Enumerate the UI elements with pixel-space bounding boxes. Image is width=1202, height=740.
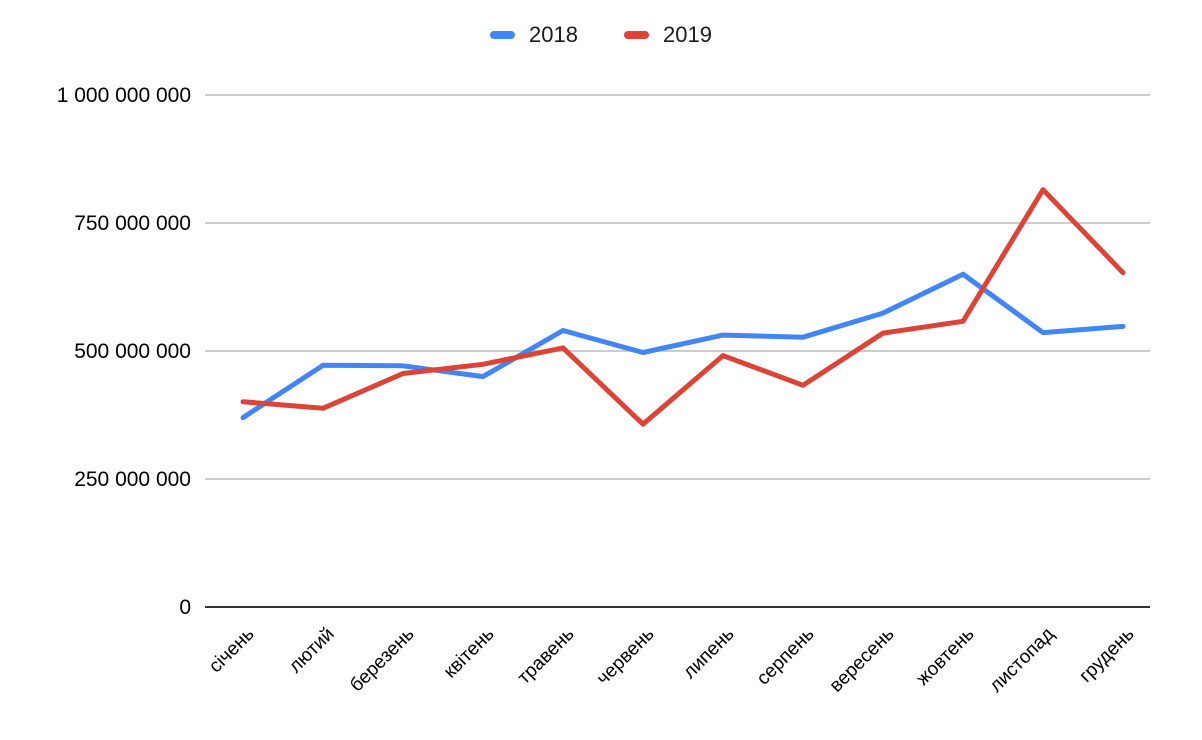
chart-legend: 2018 2019 [0, 0, 1202, 70]
y-axis-tick-label: 250 000 000 [74, 468, 191, 491]
x-axis-tick-label: липень [679, 624, 738, 683]
x-axis-tick-label: квітень [440, 624, 499, 683]
y-axis-tick-label: 1 000 000 000 [57, 84, 191, 107]
series-2019-swatch-icon [624, 31, 649, 39]
x-axis-tick-label: листопад [986, 624, 1059, 697]
x-axis-tick-label: червень [593, 624, 659, 690]
legend-label-2018: 2018 [529, 22, 578, 47]
legend-label-2019: 2019 [663, 22, 712, 47]
x-axis-tick-label: серпень [753, 624, 819, 690]
x-axis-tick-label: жовтень [912, 624, 978, 690]
y-axis-tick-label: 500 000 000 [74, 340, 191, 363]
y-axis-tick-label: 0 [179, 596, 191, 619]
series-line-2019[interactable] [240, 187, 1126, 427]
series-2018-swatch-icon [490, 31, 516, 39]
legend-item-2019[interactable]: 2019 [624, 22, 712, 48]
series-line-2018[interactable] [240, 271, 1126, 421]
y-axis-tick-label: 750 000 000 [74, 212, 191, 235]
x-axis-tick-label: вересень [826, 624, 899, 697]
legend-item-2018[interactable]: 2018 [490, 22, 578, 48]
x-axis-tick-label: січень [205, 624, 259, 678]
x-axis-tick-label: травень [514, 624, 579, 689]
x-axis-tick-label: лютий [285, 624, 339, 678]
x-axis-tick-label: грудень [1075, 624, 1138, 687]
x-axis-tick-label: березень [346, 624, 418, 696]
